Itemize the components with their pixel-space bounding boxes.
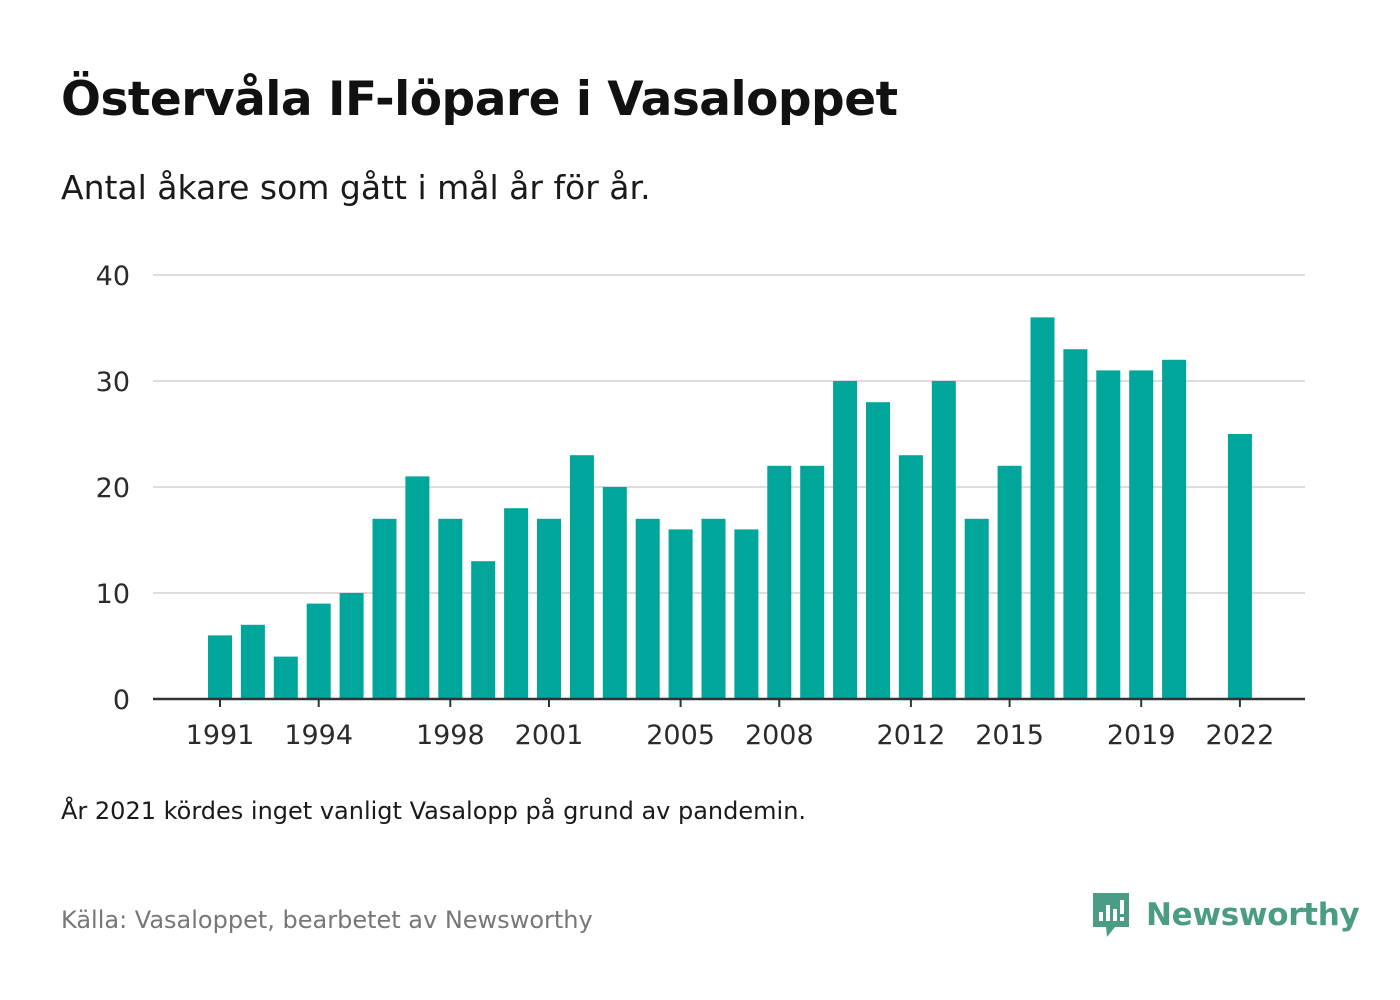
bar-2003 [602,487,627,699]
brand-logo[interactable]: Newsworthy [1090,890,1360,940]
x-axis-tick-labels: 1991 1994 1998 2001 2005 2008 2012 2015 2019 2022 [186,720,1275,751]
x-axis [153,697,1305,707]
bar-1996 [372,518,397,699]
source-credit: Källa: Vasaloppet, bearbetet av Newswort… [61,906,593,934]
bar-2018 [1096,370,1121,699]
bar-2004 [635,518,660,699]
bar-2008 [767,465,792,699]
bar-2022 [1227,434,1252,699]
bar-2014 [964,518,989,699]
bar-2013 [931,381,956,699]
y-tick-label: 0 [113,685,130,716]
y-tick-label: 10 [96,579,130,610]
x-tick-label: 2022 [1206,720,1275,751]
bar-2001 [537,518,561,699]
bars [208,317,1252,699]
y-tick-label: 20 [96,473,130,504]
x-tick-label: 2015 [975,720,1044,751]
bar-2009 [800,465,825,699]
bar-1992 [240,624,265,699]
x-tick-label: 1998 [416,720,485,751]
x-tick-label: 2012 [877,720,946,751]
bar-1998 [438,518,463,699]
y-axis-tick-labels: 0 10 20 30 40 [96,261,130,716]
bar-1997 [405,476,430,699]
bar-1999 [471,561,496,699]
bar-2011 [866,402,890,699]
bar-1995 [339,593,364,699]
bar-2000 [504,508,529,699]
x-tick-label: 2019 [1107,720,1176,751]
chart-note: År 2021 kördes inget vanligt Vasalopp på… [61,797,807,825]
bar-1993 [273,656,298,699]
bar-2020 [1162,359,1187,699]
y-tick-label: 40 [96,261,130,292]
bar-1994 [306,603,331,699]
x-tick-label: 1991 [186,720,255,751]
newsworthy-logo-icon [1093,893,1129,937]
chart-title: Östervåla IF-löpare i Vasaloppet [61,72,898,127]
bar-2012 [898,455,923,699]
bar-2006 [701,518,726,699]
bar-2019 [1129,370,1154,699]
x-tick-label: 2001 [515,720,584,751]
bar-chart: 0 10 20 30 40 1991 1994 1998 2001 2005 2008 2012 20… [96,261,1305,751]
bar-2005 [668,529,693,699]
x-tick-label: 2008 [745,720,814,751]
x-tick-label: 1994 [284,720,353,751]
bar-2010 [833,381,858,699]
chart-subtitle: Antal åkare som gått i mål år för år. [61,168,651,207]
brand-name: Newsworthy [1146,897,1360,933]
bar-1991 [208,635,232,699]
y-tick-label: 30 [96,367,130,398]
bar-2017 [1063,349,1088,699]
bar-2002 [569,455,594,699]
bar-2015 [997,465,1022,699]
bar-2007 [734,529,759,699]
bar-2016 [1030,317,1055,699]
x-tick-label: 2005 [646,720,715,751]
